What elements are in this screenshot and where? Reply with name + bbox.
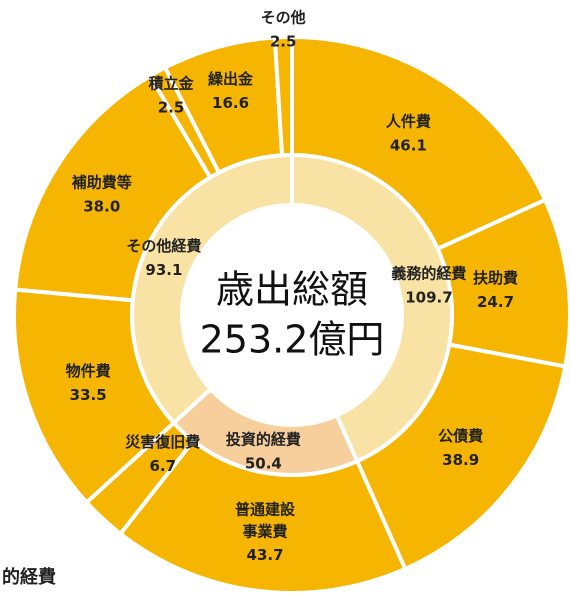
slice-label: 積立金 — [148, 75, 195, 93]
slice-label: 繰出金 — [208, 70, 254, 88]
slice-label: 投資的経費 — [226, 431, 301, 449]
value-label: 33.5 — [70, 386, 107, 404]
slice-label-part: 普通建設 — [235, 500, 296, 518]
footnote: 的経費 — [2, 566, 56, 588]
slice-label: その他経費 — [126, 237, 201, 255]
slice-label: 災害復旧費 — [125, 433, 200, 451]
value-label: 6.7 — [149, 457, 176, 475]
center-title: 歳出総額 — [216, 268, 368, 312]
slice-label: その他 — [261, 9, 306, 27]
value-label: 38.9 — [442, 451, 479, 469]
slice-label: 補助費等 — [71, 173, 132, 191]
value-label: 46.1 — [390, 137, 427, 155]
slice-label: 普通建設事業費 — [235, 500, 296, 540]
slice-label: 公債費 — [438, 427, 483, 445]
value-label: 93.1 — [145, 261, 182, 279]
slice-label: 人件費 — [386, 113, 431, 131]
value-label: 109.7 — [405, 288, 452, 306]
value-label: 16.6 — [212, 94, 249, 112]
slice-label: 物件費 — [66, 362, 111, 380]
center-hole — [182, 205, 402, 425]
value-label: 38.0 — [83, 197, 120, 215]
value-label: 24.7 — [477, 293, 514, 311]
slice-label-part: 事業費 — [243, 522, 288, 540]
value-label: 2.5 — [270, 33, 297, 51]
value-label: 2.5 — [158, 99, 185, 117]
slice-label: 扶助費 — [473, 269, 518, 287]
value-label: 50.4 — [245, 455, 282, 473]
slice-label: 義務的経費 — [391, 264, 466, 282]
center-total: 253.2億円 — [200, 318, 385, 362]
value-label: 43.7 — [247, 546, 284, 564]
